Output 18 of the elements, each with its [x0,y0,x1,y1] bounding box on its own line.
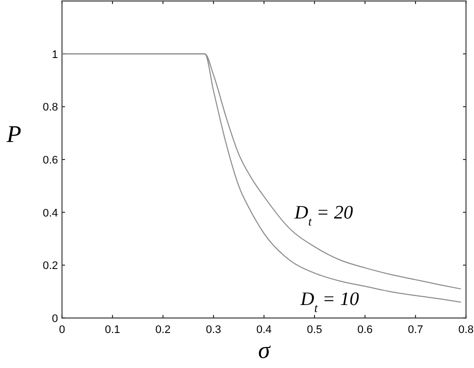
y-tick-label: 0 [52,313,58,325]
y-tick-label: 0.8 [42,102,58,114]
x-tick-label: 0.5 [306,324,322,336]
x-tick-label: 0.4 [256,324,272,336]
y-tick-label: 0.4 [42,207,58,220]
x-tick-label: 0.6 [357,324,373,336]
x-tick-label: 0.2 [155,324,171,336]
series-label: D$_{t}$ = 10 [300,289,360,316]
y-tick-label: 0.6 [42,154,58,166]
x-axis-title: σ [258,338,272,364]
x-tick-label: 0.1 [104,324,120,336]
x-tick-label: 0.8 [458,324,474,336]
y-tick-label: 0.2 [42,260,58,272]
series-label: D$_{t}$ = 20 [294,202,354,229]
x-tick-label: 0.7 [408,324,424,336]
x-tick-label: 0.3 [206,324,222,336]
y-tick-label: 1 [52,48,58,61]
y-axis-title: P [6,122,22,148]
